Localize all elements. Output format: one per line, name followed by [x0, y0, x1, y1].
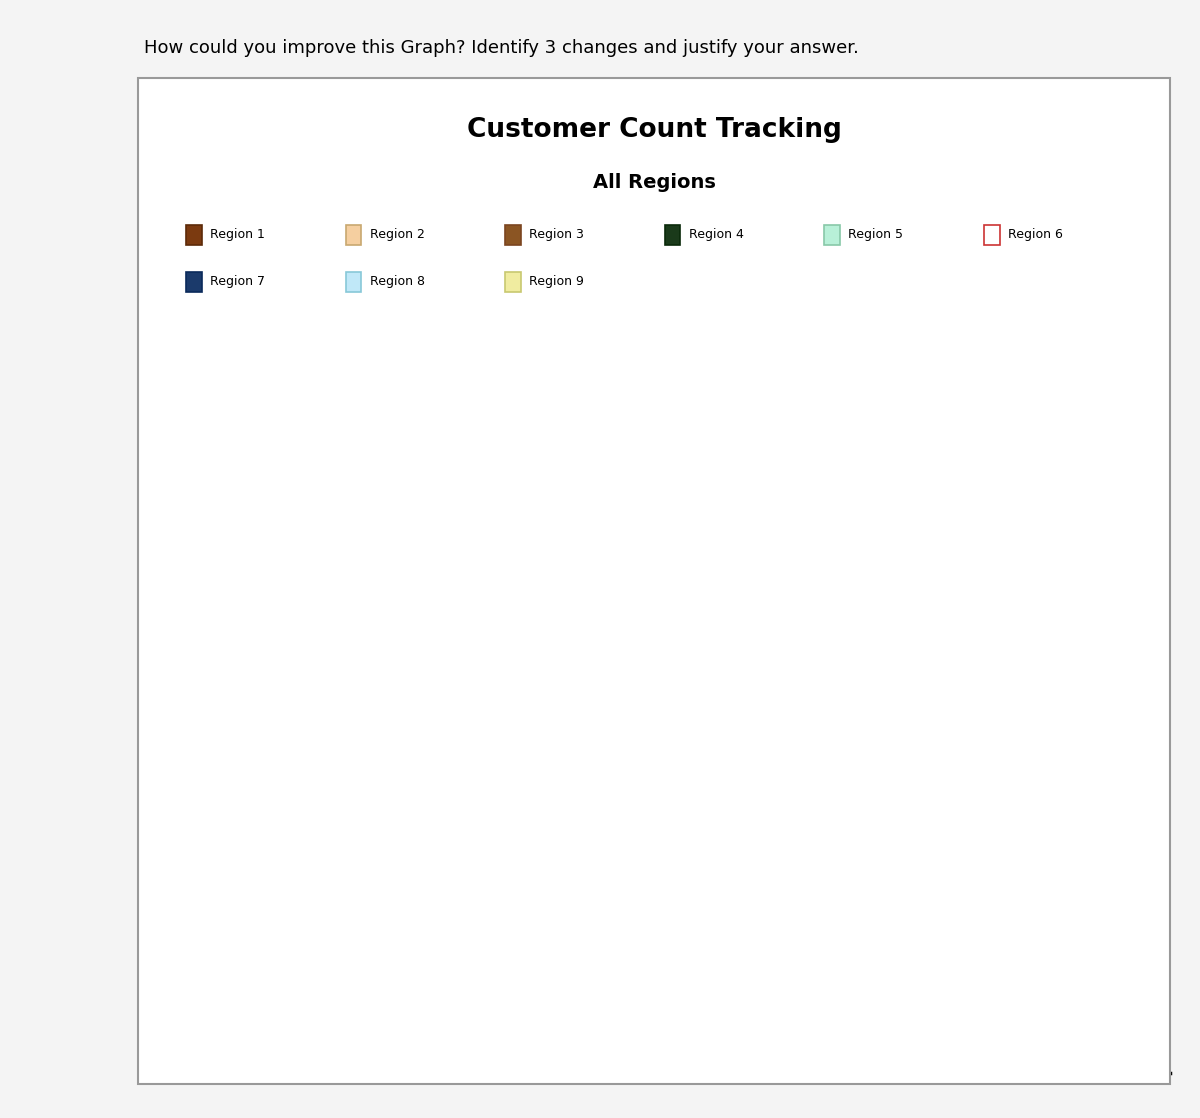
Bar [863, 485, 943, 998]
Text: How could you improve this Graph? Identify 3 changes and justify your answer.: How could you improve this Graph? Identi… [144, 39, 859, 57]
Text: Region 2: Region 2 [370, 228, 425, 241]
Text: -3.62%: -3.62% [227, 918, 274, 931]
Text: -1.45%: -1.45% [1000, 663, 1046, 675]
Text: Region 4: Region 4 [689, 228, 744, 241]
Text: -1.69%: -1.69% [1106, 691, 1153, 704]
Text: -0.29%: -0.29% [349, 527, 396, 539]
Bar [970, 485, 1050, 655]
Text: Region 1: Region 1 [210, 228, 265, 241]
Bar [650, 485, 730, 716]
Text: Region 6: Region 6 [1008, 228, 1063, 241]
Text: All Regions: All Regions [593, 173, 715, 192]
Text: -3.07%: -3.07% [562, 853, 608, 866]
Text: Region 3: Region 3 [529, 228, 584, 241]
Bar [544, 485, 623, 846]
Bar [757, 479, 836, 485]
Text: -4.36%: -4.36% [882, 1005, 929, 1018]
Text: Region 7: Region 7 [210, 275, 265, 288]
Text: Region 8: Region 8 [370, 275, 425, 288]
Bar [1076, 485, 1157, 684]
Bar [437, 485, 517, 613]
Text: Region 5: Region 5 [848, 228, 904, 241]
Text: 0.05%: 0.05% [775, 458, 817, 472]
Text: -1.96%: -1.96% [668, 722, 715, 736]
Bar [330, 485, 410, 519]
Text: Customer Count Tracking: Customer Count Tracking [467, 117, 841, 143]
Text: Region 9: Region 9 [529, 275, 584, 288]
Bar [223, 485, 304, 911]
Text: -1.09%: -1.09% [456, 620, 502, 633]
